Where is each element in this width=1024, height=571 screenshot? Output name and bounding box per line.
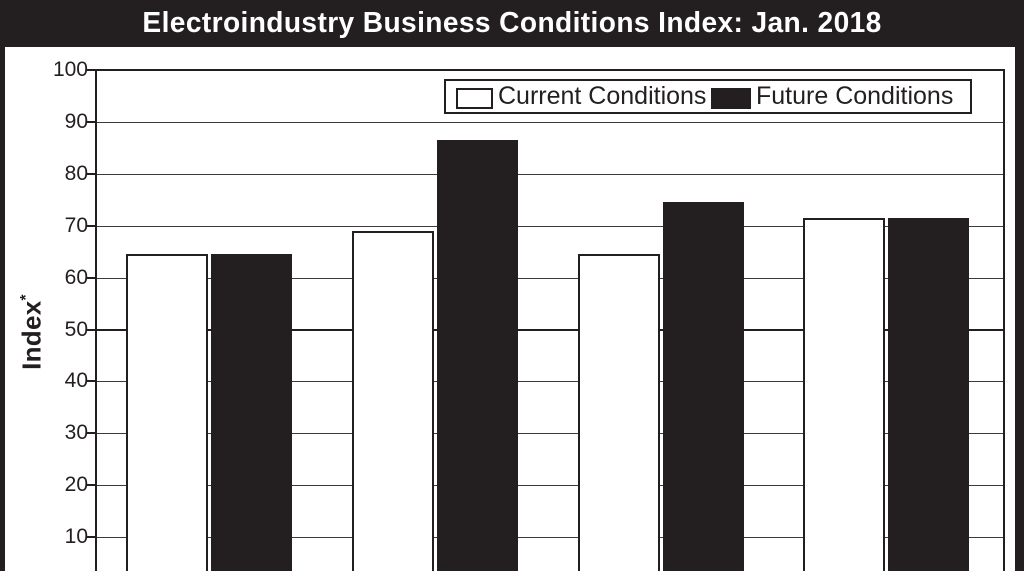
gridline-60: [97, 277, 1003, 279]
y-tick-label-30: 30: [64, 421, 88, 445]
y-tick-label-60: 60: [64, 265, 88, 289]
y-axis-title-asterisk: *: [18, 294, 35, 301]
y-tick-label-90: 90: [64, 109, 88, 133]
y-axis-tick-40: [86, 380, 95, 383]
y-axis-tick-10: [86, 536, 95, 539]
bar-future-group-1: [211, 254, 292, 571]
y-axis-tick-80: [86, 172, 95, 175]
y-axis-tick-50: [86, 328, 95, 331]
left-border: [0, 0, 5, 571]
bar-current-group-3: [578, 254, 660, 571]
bar-future-group-4: [888, 217, 969, 571]
plot-area: Current Conditions Future Conditions: [95, 69, 1005, 571]
bar-future-group-2: [437, 140, 518, 571]
title-bar: Electroindustry Business Conditions Inde…: [0, 0, 1024, 47]
y-tick-label-40: 40: [64, 369, 88, 393]
y-axis-tick-30: [86, 432, 95, 435]
y-tick-label-20: 20: [64, 473, 88, 497]
y-tick-label-70: 70: [64, 213, 88, 237]
gridline-80: [97, 173, 1003, 175]
plot-frame-right: [1003, 69, 1005, 571]
bar-current-group-2: [352, 230, 434, 571]
legend-label-current-conditions: Current Conditions: [498, 82, 707, 110]
bar-current-group-4: [803, 217, 885, 571]
y-axis-line: [95, 69, 97, 571]
legend: Current Conditions Future Conditions: [444, 79, 972, 114]
gridline-50: [97, 328, 1003, 331]
chart-title: Electroindustry Business Conditions Inde…: [142, 7, 882, 39]
bar-current-group-1: [126, 254, 208, 571]
legend-label-future-conditions: Future Conditions: [756, 82, 954, 110]
y-axis-tick-100: [86, 69, 95, 71]
legend-swatch-current-conditions: [456, 88, 493, 109]
gridline-30: [97, 433, 1003, 435]
y-axis-tick-20: [86, 484, 95, 487]
y-axis-tick-70: [86, 224, 95, 227]
gridline-40: [97, 381, 1003, 383]
bar-future-group-3: [663, 202, 744, 571]
gridline-90: [97, 121, 1003, 123]
gridline-20: [97, 485, 1003, 487]
right-border: [1015, 0, 1024, 571]
gridline-10: [97, 537, 1003, 539]
y-axis-tick-90: [86, 120, 95, 123]
y-axis-tick-60: [86, 276, 95, 279]
y-tick-label-10: 10: [64, 525, 88, 549]
plot-frame-top: [95, 69, 1005, 71]
legend-swatch-future-conditions: [711, 88, 751, 109]
y-tick-label-50: 50: [64, 317, 88, 341]
gridline-70: [97, 225, 1003, 227]
y-tick-label-100: 100: [52, 58, 88, 81]
y-tick-label-80: 80: [64, 161, 88, 185]
